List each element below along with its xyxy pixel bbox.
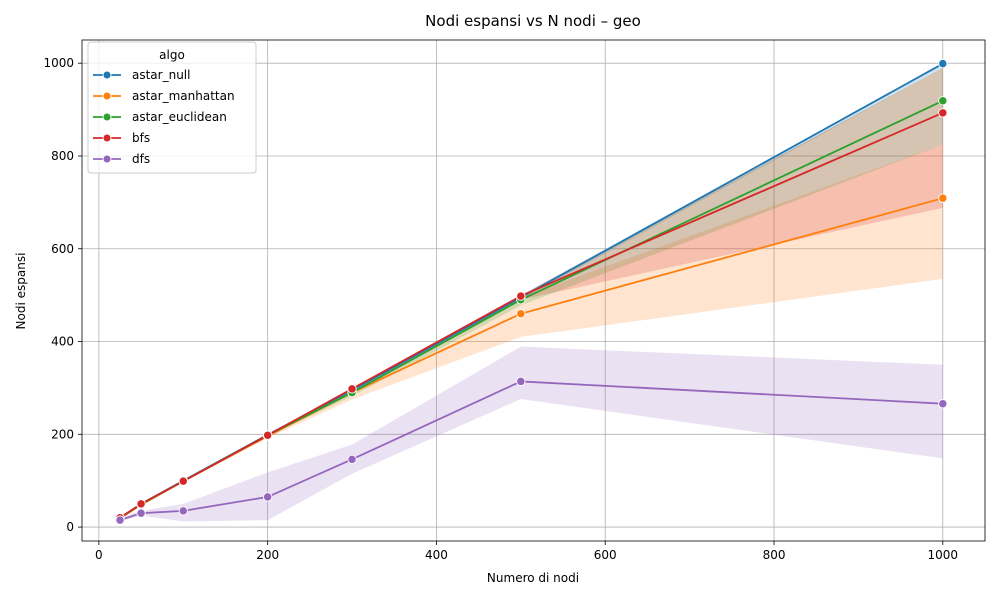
data-point-astar_euclidean <box>938 96 948 106</box>
confidence-band-astar_manhattan <box>119 144 943 520</box>
legend-label-astar_manhattan: astar_manhattan <box>132 89 235 103</box>
x-tick-label: 1000 <box>928 548 959 562</box>
y-tick-label: 1000 <box>43 56 74 70</box>
x-tick-label: 800 <box>763 548 786 562</box>
y-tick-label: 400 <box>51 335 74 349</box>
legend-marker-astar_euclidean <box>102 112 112 122</box>
data-point-astar_manhattan <box>516 309 526 319</box>
y-tick-label: 800 <box>51 149 74 163</box>
x-tick-label: 400 <box>425 548 448 562</box>
data-point-dfs <box>115 515 125 525</box>
axis-ticks: 0 200 400 600 800 1000 0 200 400 600 800 1000 <box>43 56 958 562</box>
data-point-bfs <box>938 108 948 118</box>
y-tick-label: 0 <box>66 520 74 534</box>
legend-label-astar_null: astar_null <box>132 68 190 82</box>
legend-marker-astar_manhattan <box>102 91 112 101</box>
data-point-dfs <box>263 492 273 502</box>
x-tick-label: 600 <box>594 548 617 562</box>
legend-box <box>87 41 257 174</box>
legend-label-astar_euclidean: astar_euclidean <box>132 110 227 124</box>
series-markers <box>115 59 948 525</box>
y-tick-label: 200 <box>51 427 74 441</box>
chart-title: Nodi espansi vs N nodi – geo <box>425 12 641 30</box>
data-point-dfs <box>516 376 526 387</box>
data-point-dfs <box>136 508 146 518</box>
data-point-dfs <box>178 506 188 516</box>
confidence-band-dfs <box>119 346 943 522</box>
x-tick-label: 200 <box>256 548 279 562</box>
legend-marker-astar_null <box>102 70 112 80</box>
data-point-bfs <box>347 384 357 394</box>
legend-marker-bfs <box>102 133 112 143</box>
data-point-dfs <box>938 399 948 409</box>
legend-title: algo <box>159 48 185 62</box>
data-point-bfs <box>136 499 146 509</box>
legend: algo astar_null astar_manhattan astar_eucl… <box>87 41 257 174</box>
y-tick-label: 600 <box>51 242 74 256</box>
legend-label-dfs: dfs <box>132 152 150 166</box>
confidence-band-bfs <box>119 67 943 519</box>
legend-marker-dfs <box>102 154 112 164</box>
data-point-bfs <box>516 291 526 301</box>
data-point-astar_manhattan <box>938 193 948 203</box>
legend-label-bfs: bfs <box>132 131 150 145</box>
legend-items: astar_null astar_manhattan astar_euclidean… <box>93 68 235 166</box>
plot-frame <box>81 39 986 542</box>
y-axis-label: Nodi espansi <box>14 253 28 330</box>
data-point-dfs <box>347 454 357 465</box>
data-point-bfs <box>178 476 188 486</box>
data-point-astar_null <box>938 59 948 69</box>
data-point-bfs <box>263 430 273 440</box>
x-axis-label: Numero di nodi <box>487 571 579 585</box>
x-tick-label: 0 <box>95 548 103 562</box>
